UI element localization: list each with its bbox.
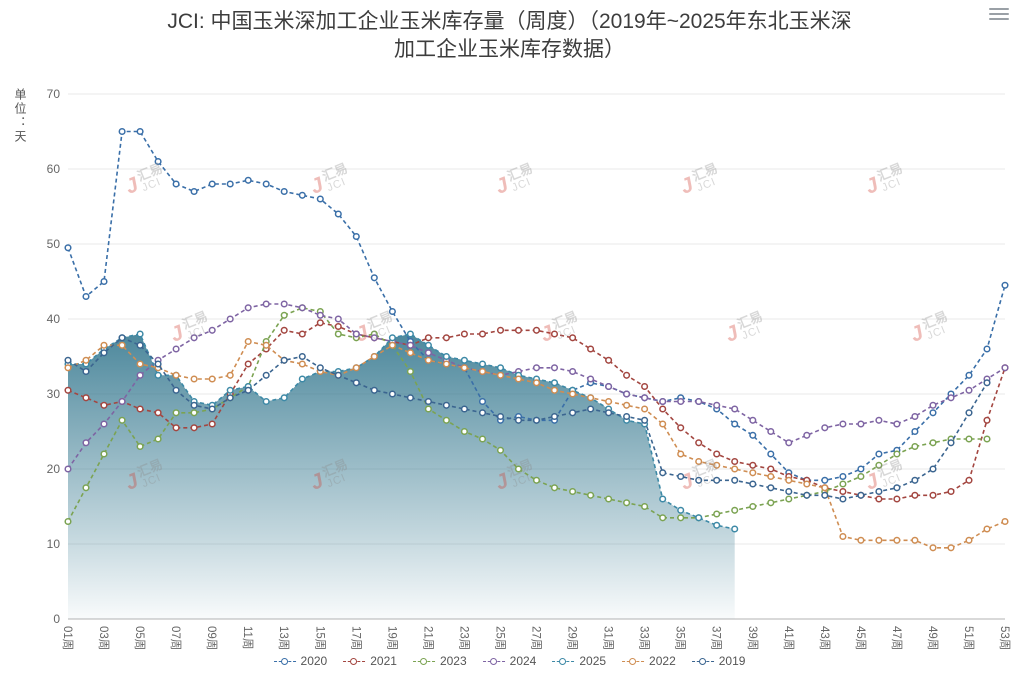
legend-marker <box>273 657 296 666</box>
svg-text:35周: 35周 <box>674 626 687 650</box>
chart-title: JCI: 中国玉米深加工企业玉米库存量（周度）（2019年~2025年东北玉米深… <box>0 8 1019 65</box>
svg-text:33周: 33周 <box>638 626 651 650</box>
legend-marker <box>343 657 366 666</box>
series-2019[interactable] <box>64 334 991 503</box>
legend-label: 2021 <box>370 654 397 668</box>
svg-text:25周: 25周 <box>493 626 506 650</box>
svg-text:20: 20 <box>47 462 61 476</box>
legend-marker <box>691 657 714 666</box>
chart-title-line1: JCI: 中国玉米深加工企业玉米库存量（周度）（2019年~2025年东北玉米深 <box>167 10 852 33</box>
svg-text:01周: 01周 <box>61 626 74 650</box>
svg-text:70: 70 <box>47 87 61 101</box>
y-axis-unit-label: 单位：天 <box>13 88 27 144</box>
x-axis-labels: 01周 03周 05周 07周 09周 11周 13周 15周 17周 19周 21周 23周 25周 2… <box>61 626 1011 650</box>
svg-text:17周: 17周 <box>349 626 362 650</box>
svg-text:51周: 51周 <box>962 626 975 650</box>
svg-text:39周: 39周 <box>746 626 759 650</box>
legend-label: 2025 <box>579 654 607 668</box>
svg-text:45周: 45周 <box>854 626 867 650</box>
legend-marker <box>622 657 645 666</box>
legend-item-2019[interactable]: 2019 <box>691 654 746 668</box>
svg-text:41周: 41周 <box>782 626 795 650</box>
legend-label: 2019 <box>718 654 746 668</box>
svg-text:15周: 15周 <box>313 626 326 650</box>
legend-item-2020[interactable]: 2020 <box>273 654 328 668</box>
svg-text:31周: 31周 <box>602 626 615 650</box>
series-2022[interactable] <box>64 337 1009 552</box>
legend-item-2022[interactable]: 2022 <box>622 654 676 668</box>
svg-text:27周: 27周 <box>530 626 543 650</box>
svg-text:40: 40 <box>47 312 61 326</box>
svg-text:05周: 05周 <box>133 626 146 650</box>
svg-text:43周: 43周 <box>818 626 831 650</box>
svg-text:50: 50 <box>47 237 61 251</box>
legend-marker <box>552 657 575 666</box>
legend-label: 2024 <box>509 654 537 668</box>
legend-label: 2020 <box>300 654 328 668</box>
chart-title-line2: 加工企业玉米库存数据） <box>394 38 625 62</box>
chart-plot-area[interactable]: 0 10 20 30 40 50 60 70 01周 03周 05周 07周 09周 11周 13周 15周 1… <box>0 78 1019 675</box>
legend-label: 2023 <box>439 654 467 668</box>
area-fill-2025 <box>68 334 735 619</box>
svg-text:47周: 47周 <box>890 626 903 650</box>
legend-marker <box>412 657 435 666</box>
svg-text:03周: 03周 <box>97 626 110 650</box>
legend-item-2025[interactable]: 2025 <box>552 654 606 668</box>
legend-item-2024[interactable]: 2024 <box>482 654 537 668</box>
svg-text:30: 30 <box>47 387 61 401</box>
svg-text:23周: 23周 <box>457 626 470 650</box>
svg-text:13周: 13周 <box>277 626 290 650</box>
series-2021[interactable] <box>64 319 1009 503</box>
svg-text:21周: 21周 <box>421 626 434 650</box>
svg-text:11周: 11周 <box>241 626 254 649</box>
legend-item-2021[interactable]: 2021 <box>343 654 397 668</box>
svg-text:10: 10 <box>47 537 61 551</box>
legend-label: 2022 <box>649 654 676 668</box>
legend-item-2023[interactable]: 2023 <box>412 654 467 668</box>
svg-text:53周: 53周 <box>998 626 1011 650</box>
svg-text:49周: 49周 <box>926 626 939 650</box>
svg-text:37周: 37周 <box>710 626 723 650</box>
legend: 2020 2021 2023 2024 2025 2022 2019 <box>265 653 754 669</box>
legend-marker <box>482 657 505 666</box>
series-2024[interactable] <box>64 300 1009 473</box>
svg-text:07周: 07周 <box>169 626 182 650</box>
svg-text:0: 0 <box>53 612 60 626</box>
svg-text:60: 60 <box>47 162 61 176</box>
svg-text:09周: 09周 <box>205 626 218 650</box>
hamburger-menu-icon[interactable] <box>989 5 1009 21</box>
svg-text:19周: 19周 <box>385 626 398 650</box>
svg-text:29周: 29周 <box>566 626 579 650</box>
